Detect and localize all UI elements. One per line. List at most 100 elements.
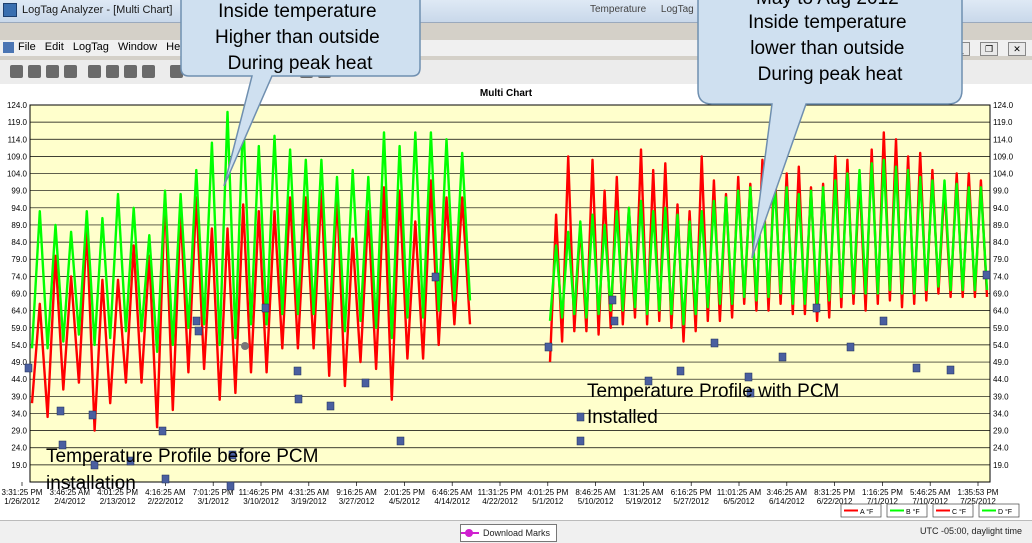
multi-chart: Multi Chart 124.0 119.0 114.0 109.0 104.0 99.… (2, 88, 1020, 518)
channel-marker (544, 342, 553, 352)
copy-icon[interactable] (170, 65, 183, 78)
y-tick-label: 59.0 (993, 324, 1009, 333)
toolbar (0, 60, 1032, 85)
legend: A °F B °F C °F D °F (840, 503, 1020, 518)
y-tick-label: 44.0 (11, 375, 27, 384)
y-tick-label: 119.0 (993, 118, 1013, 127)
y-tick-label: 49.0 (11, 358, 27, 367)
channel-marker (431, 272, 440, 282)
legend-box (932, 503, 974, 518)
timezone-label: UTC -05:00, daylight time (919, 526, 1022, 536)
tab-1[interactable]: Temperature (590, 4, 647, 15)
x-tick-label: 11:46:25 PM 3/10/2012 (239, 488, 284, 506)
x-tick-label: 8:46:25 AM 5/10/2012 (575, 488, 616, 506)
channel-marker (88, 410, 97, 420)
menu-help[interactable]: Help (166, 41, 189, 53)
save-icon[interactable] (46, 65, 59, 78)
channel-marker (879, 316, 888, 326)
channel-marker (24, 363, 33, 373)
y-tick-label: 114.0 (993, 135, 1013, 144)
y-tick-label: 64.0 (993, 307, 1009, 316)
download-marks-legend[interactable]: Download Marks (460, 524, 558, 542)
tab-3[interactable]: Temperature (708, 4, 765, 15)
y-tick-label: 104.0 (993, 170, 1014, 179)
y-tick-label: 19.0 (11, 461, 27, 470)
chart-icon[interactable] (300, 65, 313, 78)
y-tick-label: 54.0 (11, 341, 27, 350)
x-tick-label: 3:46:25 AM 2/4/2012 (50, 488, 91, 506)
y-tick-label: 79.0 (11, 255, 27, 264)
channel-marker (293, 366, 302, 376)
report-icon[interactable] (318, 65, 331, 78)
status-bar: Download Marks UTC -05:00, daylight time (0, 520, 1032, 543)
filter-icon[interactable] (124, 65, 137, 78)
series-line-outside (30, 179, 472, 432)
chart-title: Multi Chart (480, 88, 533, 99)
y-tick-label: 79.0 (993, 255, 1009, 264)
x-tick-label: 4:31:25 AM 3/19/2012 (289, 488, 330, 506)
y-tick-label: 24.0 (993, 444, 1009, 453)
menu-file[interactable]: File (18, 41, 36, 53)
channel-marker (610, 316, 619, 326)
x-tick-label: 2:01:25 PM 4/5/2012 (384, 488, 425, 506)
channel-marker (361, 378, 370, 388)
channel-marker (194, 326, 203, 336)
menu-logtag[interactable]: LogTag (72, 41, 109, 53)
x-tick-label: 3:31:25 PM 1/26/2012 (2, 488, 43, 506)
channel-marker (946, 365, 955, 375)
y-tick-label: 29.0 (993, 427, 1009, 436)
new-icon[interactable] (10, 65, 23, 78)
download-icon[interactable] (88, 65, 101, 78)
minimize-button[interactable]: _ (952, 42, 970, 56)
tab-2[interactable]: LogTag (660, 4, 694, 15)
y-tick-label: 89.0 (11, 221, 27, 230)
menu-edit[interactable]: Edit (44, 41, 64, 53)
channel-marker (812, 303, 821, 313)
channel-marker (644, 376, 653, 386)
chart-panel: Multi Chart 124.0 119.0 114.0 109.0 104.0 99.… (0, 84, 1032, 520)
channel-marker (126, 456, 135, 466)
channel-marker (396, 436, 405, 446)
open-icon[interactable] (28, 65, 41, 78)
x-tick-label: 11:31:25 PM 4/22/2012 (478, 488, 523, 506)
x-tick-label: 7:01:25 PM 3/1/2012 (193, 488, 234, 506)
y-axis-left: 124.0 119.0 114.0 109.0 104.0 99.0 94.0 89.0 84.… (7, 101, 28, 470)
print-icon[interactable] (64, 65, 77, 78)
x-axis: 3:31:25 PM 1/26/2012 3:46:25 AM 2/4/2012 4:0… (2, 482, 999, 506)
menu-bar: File Edit LogTag Window Help (0, 40, 1032, 56)
download-marks-label: Download Marks (483, 528, 551, 538)
document-icon (3, 42, 14, 53)
menu-window[interactable]: Window (117, 41, 158, 53)
x-tick-label: 8:31:25 PM 6/22/2012 (814, 488, 855, 506)
channel-marker (158, 426, 167, 436)
y-tick-label: 69.0 (11, 290, 27, 299)
series-line-outside (548, 131, 989, 363)
y-axis-right: 124.0 119.0 114.0 109.0 104.0 99.0 94.0 89.0 84.… (993, 101, 1014, 470)
channel-marker (261, 303, 270, 313)
channel-marker (846, 342, 855, 352)
y-tick-label: 74.0 (11, 272, 27, 281)
restore-button[interactable]: ❐ (980, 42, 998, 56)
y-tick-label: 24.0 (11, 444, 27, 453)
channel-marker (228, 450, 237, 460)
y-tick-label: 19.0 (993, 461, 1009, 470)
zoom-icon[interactable] (142, 65, 155, 78)
channel-marker (161, 474, 170, 484)
x-tick-label: 4:01:25 PM 2/13/2012 (97, 488, 138, 506)
y-tick-label: 94.0 (11, 204, 27, 213)
channel-marker (90, 460, 99, 470)
y-tick-label: 104.0 (7, 170, 28, 179)
y-tick-label: 74.0 (993, 272, 1009, 281)
channel-marker (192, 316, 201, 326)
x-tick-label: 9:16:25 AM 3/27/2012 (336, 488, 377, 506)
channel-marker (58, 440, 67, 450)
x-tick-label: 11:01:25 AM 6/5/2012 (717, 488, 762, 506)
y-tick-label: 64.0 (11, 307, 27, 316)
channel-marker (226, 481, 235, 491)
taskbar-tabs: Temperature LogTag Temperature (590, 4, 776, 15)
y-tick-label: 109.0 (993, 152, 1014, 161)
series-line-inside (548, 158, 989, 326)
close-button[interactable]: ✕ (1008, 42, 1026, 56)
channel-marker (744, 372, 753, 382)
configure-icon[interactable] (106, 65, 119, 78)
